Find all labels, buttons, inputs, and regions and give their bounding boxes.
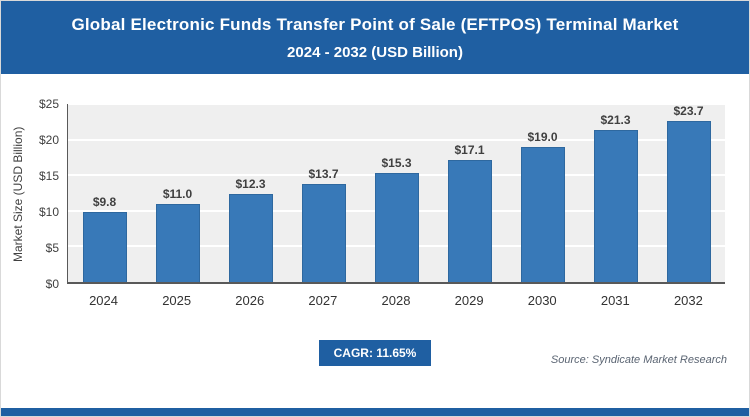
footer-row: CAGR: 11.65% Source: Syndicate Market Re…: [1, 340, 749, 366]
x-axis-label-2031: 2031: [600, 292, 630, 308]
bar-2030: [520, 146, 565, 282]
y-tick-label: $10: [38, 205, 59, 219]
chart-area: Market Size (USD Billion) $0 $5 $10 $15 $20 $…: [9, 97, 725, 316]
bar-2024: [82, 212, 127, 282]
bar-column-2032: $23.7: [657, 104, 721, 282]
bar-column-2024: $9.8: [73, 104, 137, 282]
bar-column-2027: $13.7: [292, 104, 356, 282]
bar-value-label: $23.7: [673, 104, 704, 118]
chart-header: Global Electronic Funds Transfer Point o…: [1, 1, 749, 74]
x-axis-label-2025: 2025: [162, 292, 192, 308]
y-tick-label: $5: [45, 241, 59, 255]
cagr-badge: CAGR: 11.65%: [318, 340, 432, 366]
bar-2027: [301, 184, 346, 282]
x-axis-label-2029: 2029: [454, 292, 484, 308]
bar-value-label: $21.3: [600, 113, 631, 128]
plot-area: $9.8 $11.0 $12.3 $13.7 $15.3 $17.1 $19.0 $21.3 $…: [67, 103, 725, 284]
bar-column-2031: $21.3: [584, 104, 648, 282]
bar-value-label: $15.3: [381, 156, 412, 171]
gridline: [68, 138, 725, 141]
bar-value-label: $12.3: [235, 177, 266, 192]
bar-2032: [666, 121, 711, 282]
x-axis-label-2032: 2032: [673, 292, 703, 308]
bar-column-2030: $19.0: [511, 104, 575, 282]
gridline: [68, 103, 725, 105]
bar-column-2025: $11.0: [146, 104, 210, 282]
y-axis-title: Market Size (USD Billion): [11, 126, 25, 262]
x-axis-label-2027: 2027: [308, 292, 338, 308]
bar-value-label: $9.8: [92, 195, 117, 210]
y-tick-label: $0: [45, 277, 59, 291]
bar-value-label: $13.7: [308, 167, 339, 182]
bar-value-label: $19.0: [527, 129, 558, 144]
bar-2031: [593, 130, 638, 282]
plot-column: $9.8 $11.0 $12.3 $13.7 $15.3 $17.1 $19.0 $21.3 $…: [67, 103, 725, 316]
x-axis-label-2024: 2024: [89, 292, 118, 308]
chart-title-line-2: 2024 - 2032 (USD Billion): [287, 44, 463, 61]
bar-column-2026: $12.3: [219, 104, 283, 282]
bottom-accent-bar: [1, 408, 749, 416]
bar-2029: [447, 160, 492, 282]
x-axis-label-2026: 2026: [235, 292, 265, 308]
x-axis-label-2028: 2028: [381, 292, 411, 308]
y-tick-label: $15: [38, 169, 59, 183]
bar-2026: [228, 194, 273, 282]
bar-value-label: $17.1: [454, 143, 485, 158]
bar-value-label: $11.0: [162, 186, 193, 201]
x-axis-label-2030: 2030: [527, 292, 557, 308]
bar-column-2029: $17.1: [438, 104, 502, 282]
y-tick-label: $25: [38, 97, 59, 111]
bars-row: $9.8 $11.0 $12.3 $13.7 $15.3 $17.1 $19.0 $21.3 $…: [68, 104, 725, 282]
bar-2025: [155, 203, 200, 282]
bar-column-2028: $15.3: [365, 104, 429, 282]
x-axis-labels: 2024 2025 2026 2027 2028 2029 2030 2031 2032: [67, 284, 725, 316]
chart-title-line-1: Global Electronic Funds Transfer Point o…: [71, 15, 679, 34]
bar-2028: [374, 173, 419, 282]
y-axis-ticks: $0 $5 $10 $15 $20 $25: [27, 97, 67, 291]
y-tick-label: $20: [38, 133, 59, 147]
source-attribution: Source: Syndicate Market Research: [550, 354, 727, 366]
